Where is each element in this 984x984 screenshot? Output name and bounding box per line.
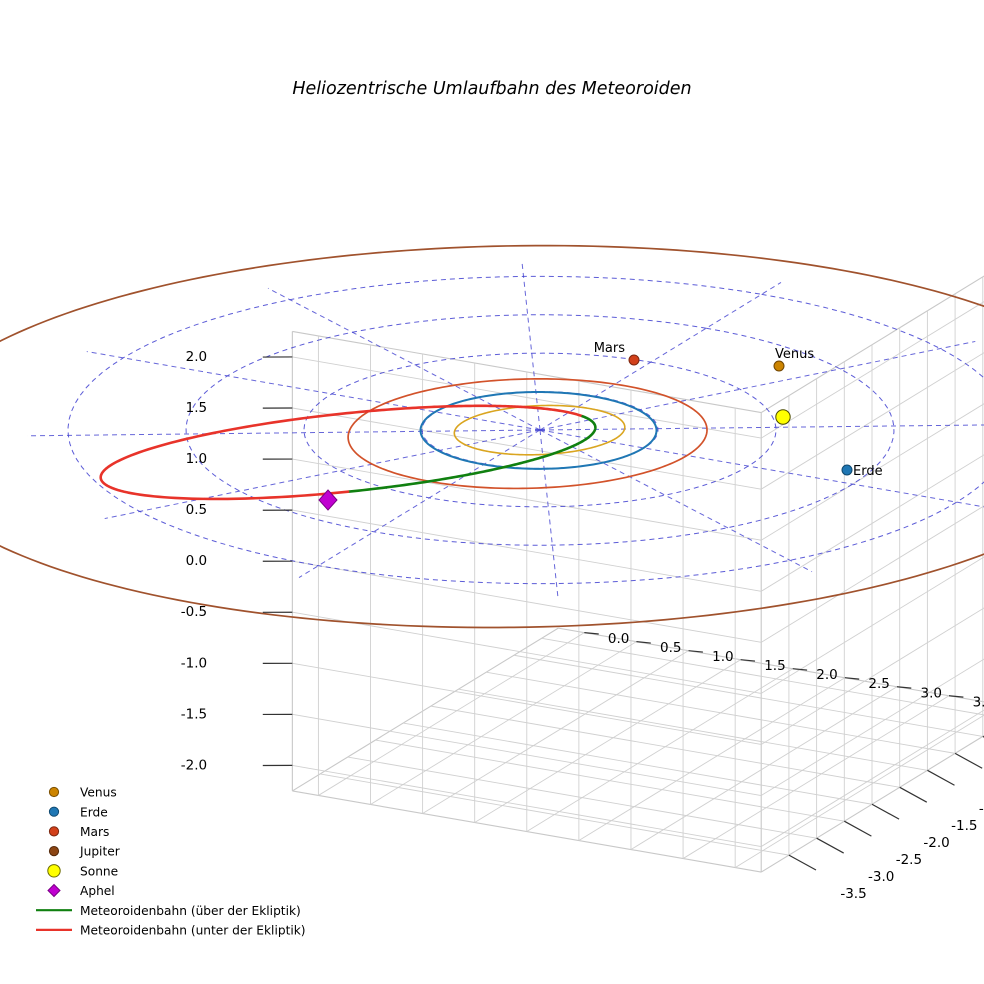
planet-label-erde: Erde bbox=[853, 464, 883, 479]
legend-label: Erde bbox=[80, 805, 108, 819]
legend: Venus Erde Mars Jupiter Sonne Aphel Meteoroide… bbox=[36, 786, 306, 938]
ytick-5: 2.5 bbox=[868, 676, 889, 692]
xtick-3: -2.0 bbox=[923, 835, 949, 851]
planet-annotations: Mars Venus Erde bbox=[594, 341, 883, 479]
ytick-6: 3.0 bbox=[920, 685, 941, 701]
planet-label-mars: Mars bbox=[594, 341, 626, 356]
legend-marker-swatch bbox=[48, 806, 60, 817]
legend-diamond-swatch bbox=[47, 883, 61, 898]
ytick-4: 2.0 bbox=[816, 667, 837, 683]
legend-item[interactable]: Aphel bbox=[47, 883, 115, 898]
meteoroid-orbit bbox=[99, 404, 597, 501]
ztick-2: 1.0 bbox=[186, 451, 207, 467]
xtick-5: -1.0 bbox=[979, 801, 984, 817]
legend-item[interactable]: Mars bbox=[48, 825, 109, 839]
legend-item[interactable]: Sonne bbox=[47, 864, 118, 878]
marker-aphel bbox=[318, 489, 338, 511]
legend-marker-swatch bbox=[47, 864, 61, 878]
ecliptic-reference-grid bbox=[27, 262, 984, 598]
legend-item[interactable]: Venus bbox=[48, 786, 117, 800]
legend-marker-swatch bbox=[48, 786, 60, 798]
legend-label: Meteoroidenbahn (über der Ekliptik) bbox=[80, 904, 301, 918]
xtick-1: -3.0 bbox=[868, 869, 894, 885]
axis-tick-labels: -3.5-3.0-2.5-2.0-1.5-1.0-0.50.00.50.00.5… bbox=[181, 349, 984, 902]
ztick-6: -1.0 bbox=[181, 655, 207, 671]
planet-label-venus: Venus bbox=[775, 347, 814, 362]
ztick-1: 1.5 bbox=[186, 400, 207, 416]
planet-orbits bbox=[0, 244, 984, 629]
ztick-4: 0.0 bbox=[186, 553, 207, 569]
legend-item[interactable]: Meteoroidenbahn (über der Ekliptik) bbox=[36, 904, 301, 918]
legend-label: Jupiter bbox=[79, 845, 121, 859]
ztick-7: -1.5 bbox=[181, 706, 207, 722]
ytick-7: 3.5 bbox=[973, 694, 984, 710]
legend-item[interactable]: Erde bbox=[48, 805, 108, 819]
marker-sonne bbox=[775, 409, 791, 425]
legend-label: Mars bbox=[80, 825, 109, 839]
marker-venus bbox=[773, 360, 785, 372]
ytick-3: 1.5 bbox=[764, 658, 785, 674]
legend-marker-swatch bbox=[48, 826, 60, 837]
ztick-0: 2.0 bbox=[186, 349, 207, 365]
marker-erde bbox=[841, 464, 853, 476]
xtick-0: -3.5 bbox=[840, 886, 866, 902]
title-layer: Heliozentrische Umlaufbahn des Meteoroid… bbox=[292, 79, 691, 99]
xtick-2: -2.5 bbox=[896, 852, 922, 868]
marker-mars bbox=[628, 354, 640, 366]
ztick-8: -2.0 bbox=[181, 757, 207, 773]
legend-marker-swatch bbox=[48, 846, 60, 857]
legend-item[interactable]: Meteoroidenbahn (unter der Ekliptik) bbox=[36, 924, 306, 938]
legend-item[interactable]: Jupiter bbox=[48, 845, 121, 859]
legend-label: Venus bbox=[80, 786, 117, 800]
ztick-3: 0.5 bbox=[186, 502, 207, 518]
pane-gridlines bbox=[292, 276, 984, 868]
ztick-5: -0.5 bbox=[181, 604, 207, 620]
axis-ticks bbox=[262, 356, 984, 871]
page-title: Heliozentrische Umlaufbahn des Meteoroid… bbox=[292, 79, 691, 99]
legend-label: Aphel bbox=[80, 884, 115, 898]
ytick-2: 1.0 bbox=[712, 649, 733, 665]
xtick-4: -1.5 bbox=[951, 818, 977, 834]
ytick-1: 0.5 bbox=[660, 640, 681, 656]
ytick-0: 0.0 bbox=[608, 631, 629, 647]
legend-label: Sonne bbox=[80, 864, 118, 878]
legend-label: Meteoroidenbahn (unter der Ekliptik) bbox=[80, 924, 306, 938]
body-markers bbox=[318, 354, 853, 511]
